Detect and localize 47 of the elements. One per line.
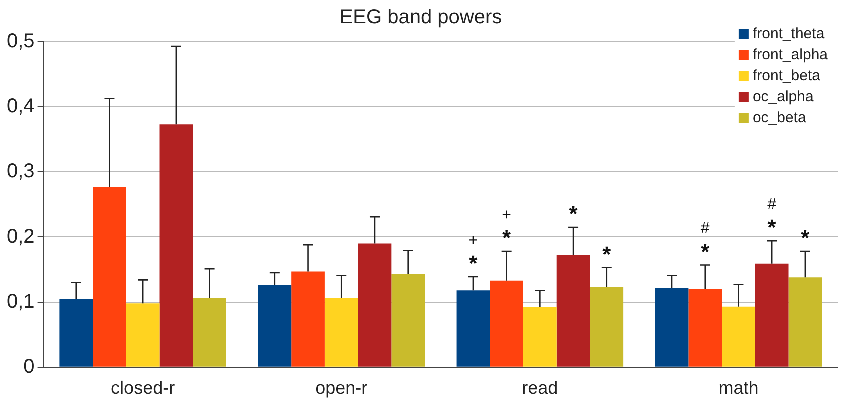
bar <box>590 287 624 367</box>
bar <box>60 299 94 367</box>
bar <box>688 289 722 367</box>
bar <box>324 298 358 367</box>
y-tick-label: 0,5 <box>6 30 35 53</box>
legend-label: front_theta <box>752 26 826 43</box>
bar <box>93 187 126 367</box>
annotation: * <box>602 242 612 267</box>
bar <box>655 288 689 367</box>
bar <box>456 290 490 367</box>
bar <box>755 264 789 367</box>
y-tick-label: 0,4 <box>6 96 35 118</box>
bar <box>258 285 292 367</box>
bar <box>358 244 392 367</box>
annotation: + <box>468 232 478 250</box>
annotation: * <box>469 251 478 276</box>
legend-label: front_beta <box>752 68 822 85</box>
legend-label: oc_alpha <box>752 88 814 106</box>
annotation: * <box>801 226 810 251</box>
annotation: * <box>569 202 578 227</box>
bar <box>292 272 325 367</box>
legend-label: oc_beta <box>752 110 807 127</box>
legend-label: front_alpha <box>752 46 829 64</box>
annotation: * <box>768 215 777 240</box>
bar <box>788 278 822 367</box>
bar <box>160 124 194 367</box>
y-tick-label: 0,2 <box>6 226 35 248</box>
annotation: + <box>502 206 512 224</box>
x-tick-label: closed-r <box>111 378 176 398</box>
bar <box>722 306 756 367</box>
annotation: * <box>502 226 512 251</box>
annotation: # <box>700 220 710 238</box>
bar <box>193 298 226 367</box>
bar <box>392 274 426 367</box>
bar <box>490 280 524 367</box>
x-tick-label: read <box>522 378 558 398</box>
chart-title: EEG band powers <box>340 6 502 29</box>
annotation: # <box>768 196 777 214</box>
bar <box>556 255 590 367</box>
y-tick-label: 0 <box>24 356 35 378</box>
y-tick-label: 0,3 <box>6 160 35 183</box>
annotation: * <box>701 239 710 264</box>
x-tick-label: math <box>718 378 759 398</box>
y-tick-label: 0,1 <box>6 290 35 313</box>
bar <box>524 308 557 367</box>
x-tick-label: open-r <box>316 378 368 398</box>
bar <box>126 304 160 367</box>
